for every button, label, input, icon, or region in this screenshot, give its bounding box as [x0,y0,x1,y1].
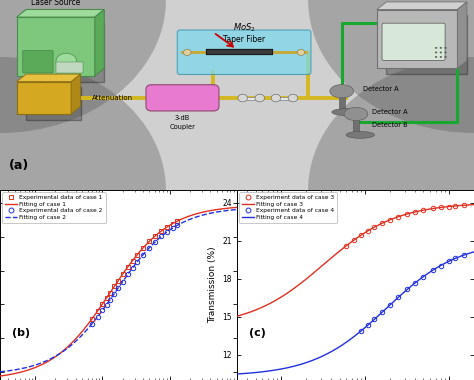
Circle shape [435,47,438,49]
FancyBboxPatch shape [382,23,445,60]
Text: Detector A: Detector A [363,86,398,92]
Text: (b): (b) [12,328,30,337]
FancyBboxPatch shape [146,85,219,111]
FancyBboxPatch shape [386,15,467,74]
Circle shape [444,52,447,53]
Circle shape [435,56,438,58]
FancyBboxPatch shape [17,82,71,114]
Text: (a): (a) [9,159,29,172]
FancyBboxPatch shape [56,62,83,73]
Y-axis label: Transmission (%): Transmission (%) [208,247,217,323]
Wedge shape [0,0,166,133]
Ellipse shape [346,131,374,138]
FancyBboxPatch shape [377,10,457,68]
Circle shape [238,94,247,102]
Text: 3-dB: 3-dB [175,115,190,121]
Circle shape [444,47,447,49]
Circle shape [255,94,264,102]
Bar [243,97,260,100]
Wedge shape [308,57,474,190]
Ellipse shape [332,109,360,116]
Text: Attenuation: Attenuation [92,95,134,101]
Text: MoS$_2$: MoS$_2$ [233,21,255,33]
FancyBboxPatch shape [177,30,311,74]
Bar [276,97,293,100]
Legend: Experiment data of case 3, Fitting of case 3, Experiment data of case 4, Fitting: Experiment data of case 3, Fitting of ca… [239,192,337,223]
Text: Laser Source: Laser Source [31,0,81,7]
Wedge shape [0,57,166,190]
Circle shape [56,53,77,70]
Circle shape [439,52,442,53]
Polygon shape [95,10,104,76]
Text: (c): (c) [249,328,266,337]
Text: Taper Fiber: Taper Fiber [223,35,265,44]
Polygon shape [17,10,104,17]
FancyBboxPatch shape [0,0,474,190]
Circle shape [183,49,191,55]
Circle shape [288,94,298,102]
Bar [339,91,345,110]
Legend: Experimental data of case 1, Fitting of case 1, Experimental data of case 2, Fit: Experimental data of case 1, Fitting of … [2,192,106,223]
Ellipse shape [330,85,354,98]
Text: Coupler: Coupler [170,124,195,130]
FancyBboxPatch shape [23,51,53,73]
Text: Detector A: Detector A [372,109,408,115]
Circle shape [271,94,281,102]
Bar [353,114,359,133]
Ellipse shape [344,108,368,121]
Circle shape [439,47,442,49]
Circle shape [435,52,438,53]
FancyBboxPatch shape [26,87,81,120]
Polygon shape [457,2,467,68]
FancyBboxPatch shape [17,17,95,76]
Circle shape [297,49,305,55]
Circle shape [439,56,442,58]
FancyBboxPatch shape [26,23,104,82]
Polygon shape [377,2,467,10]
Wedge shape [308,0,474,133]
Polygon shape [17,74,81,82]
Text: Detector B: Detector B [372,122,408,128]
Circle shape [444,56,447,58]
Polygon shape [71,74,81,114]
